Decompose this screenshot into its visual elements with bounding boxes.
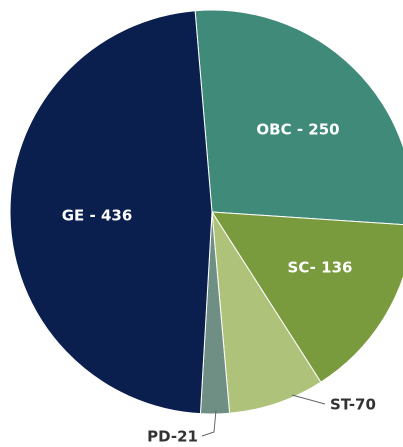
pie (9, 9, 403, 415)
pie-slice (194, 9, 403, 226)
slice-label: PD-21 (147, 428, 198, 446)
pie-slice (211, 211, 322, 414)
slice-label: ST-70 (330, 396, 376, 414)
leader-line (201, 409, 217, 437)
leader-line (291, 394, 326, 405)
pie-slice (211, 211, 403, 383)
slice-label: OBC - 250 (256, 121, 339, 139)
slice-label: GE - 436 (62, 207, 133, 225)
slice-label: SC- 136 (288, 259, 353, 277)
pie-slice (9, 10, 213, 415)
